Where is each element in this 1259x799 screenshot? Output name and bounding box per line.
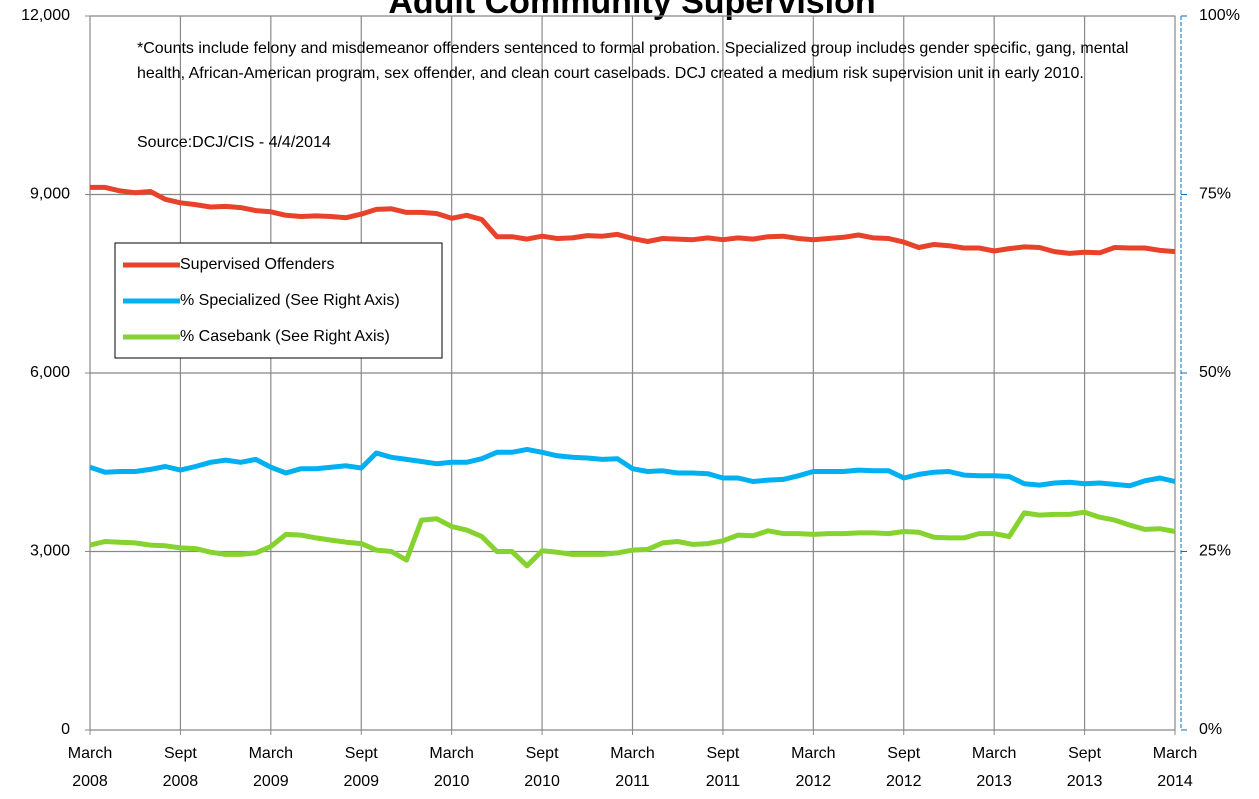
legend-label: % Casebank (See Right Axis): [180, 328, 390, 345]
y2-tick-label: 100%: [1199, 7, 1240, 24]
legend-label: % Specialized (See Right Axis): [180, 292, 400, 309]
y-tick-label: 12,000: [21, 7, 70, 24]
series-line: [90, 184, 1176, 256]
y2-tick-label: 75%: [1199, 186, 1231, 203]
x-tick-label: March 2009: [248, 745, 294, 790]
series-line: [89, 446, 1176, 489]
y2-tick-label: 0%: [1199, 721, 1222, 738]
y-tick-label: 9,000: [30, 186, 70, 203]
annotation: *Counts include felony and misdemeanor o…: [137, 40, 1129, 82]
x-tick-label: Sept 2008: [162, 745, 199, 790]
x-tick-label: March 2008: [67, 745, 113, 790]
x-tick-label: March 2010: [429, 745, 474, 790]
x-tick-label: March 2012: [791, 745, 836, 790]
x-tick-label: Sept 2011: [705, 745, 741, 790]
x-tick-label: Sept 2012: [885, 745, 922, 790]
y-tick-label: 3,000: [30, 543, 70, 560]
series-line: [89, 509, 1176, 569]
y-tick-label: 0: [61, 721, 70, 738]
x-tick-label: Sept 2010: [524, 745, 560, 790]
x-tick-label: March 2014: [1152, 745, 1198, 790]
x-tick-label: Sept 2009: [343, 745, 380, 790]
x-tick-label: Sept 2013: [1066, 745, 1103, 790]
y2-tick-label: 50%: [1199, 364, 1231, 381]
y-tick-label: 6,000: [30, 364, 70, 381]
x-tick-label: March 2013: [971, 745, 1017, 790]
legend-label: Supervised Offenders: [180, 256, 334, 273]
source: Source:DCJ/CIS - 4/4/2014: [137, 134, 331, 151]
y2-tick-label: 25%: [1199, 543, 1231, 560]
x-tick-label: March 2011: [610, 745, 655, 790]
